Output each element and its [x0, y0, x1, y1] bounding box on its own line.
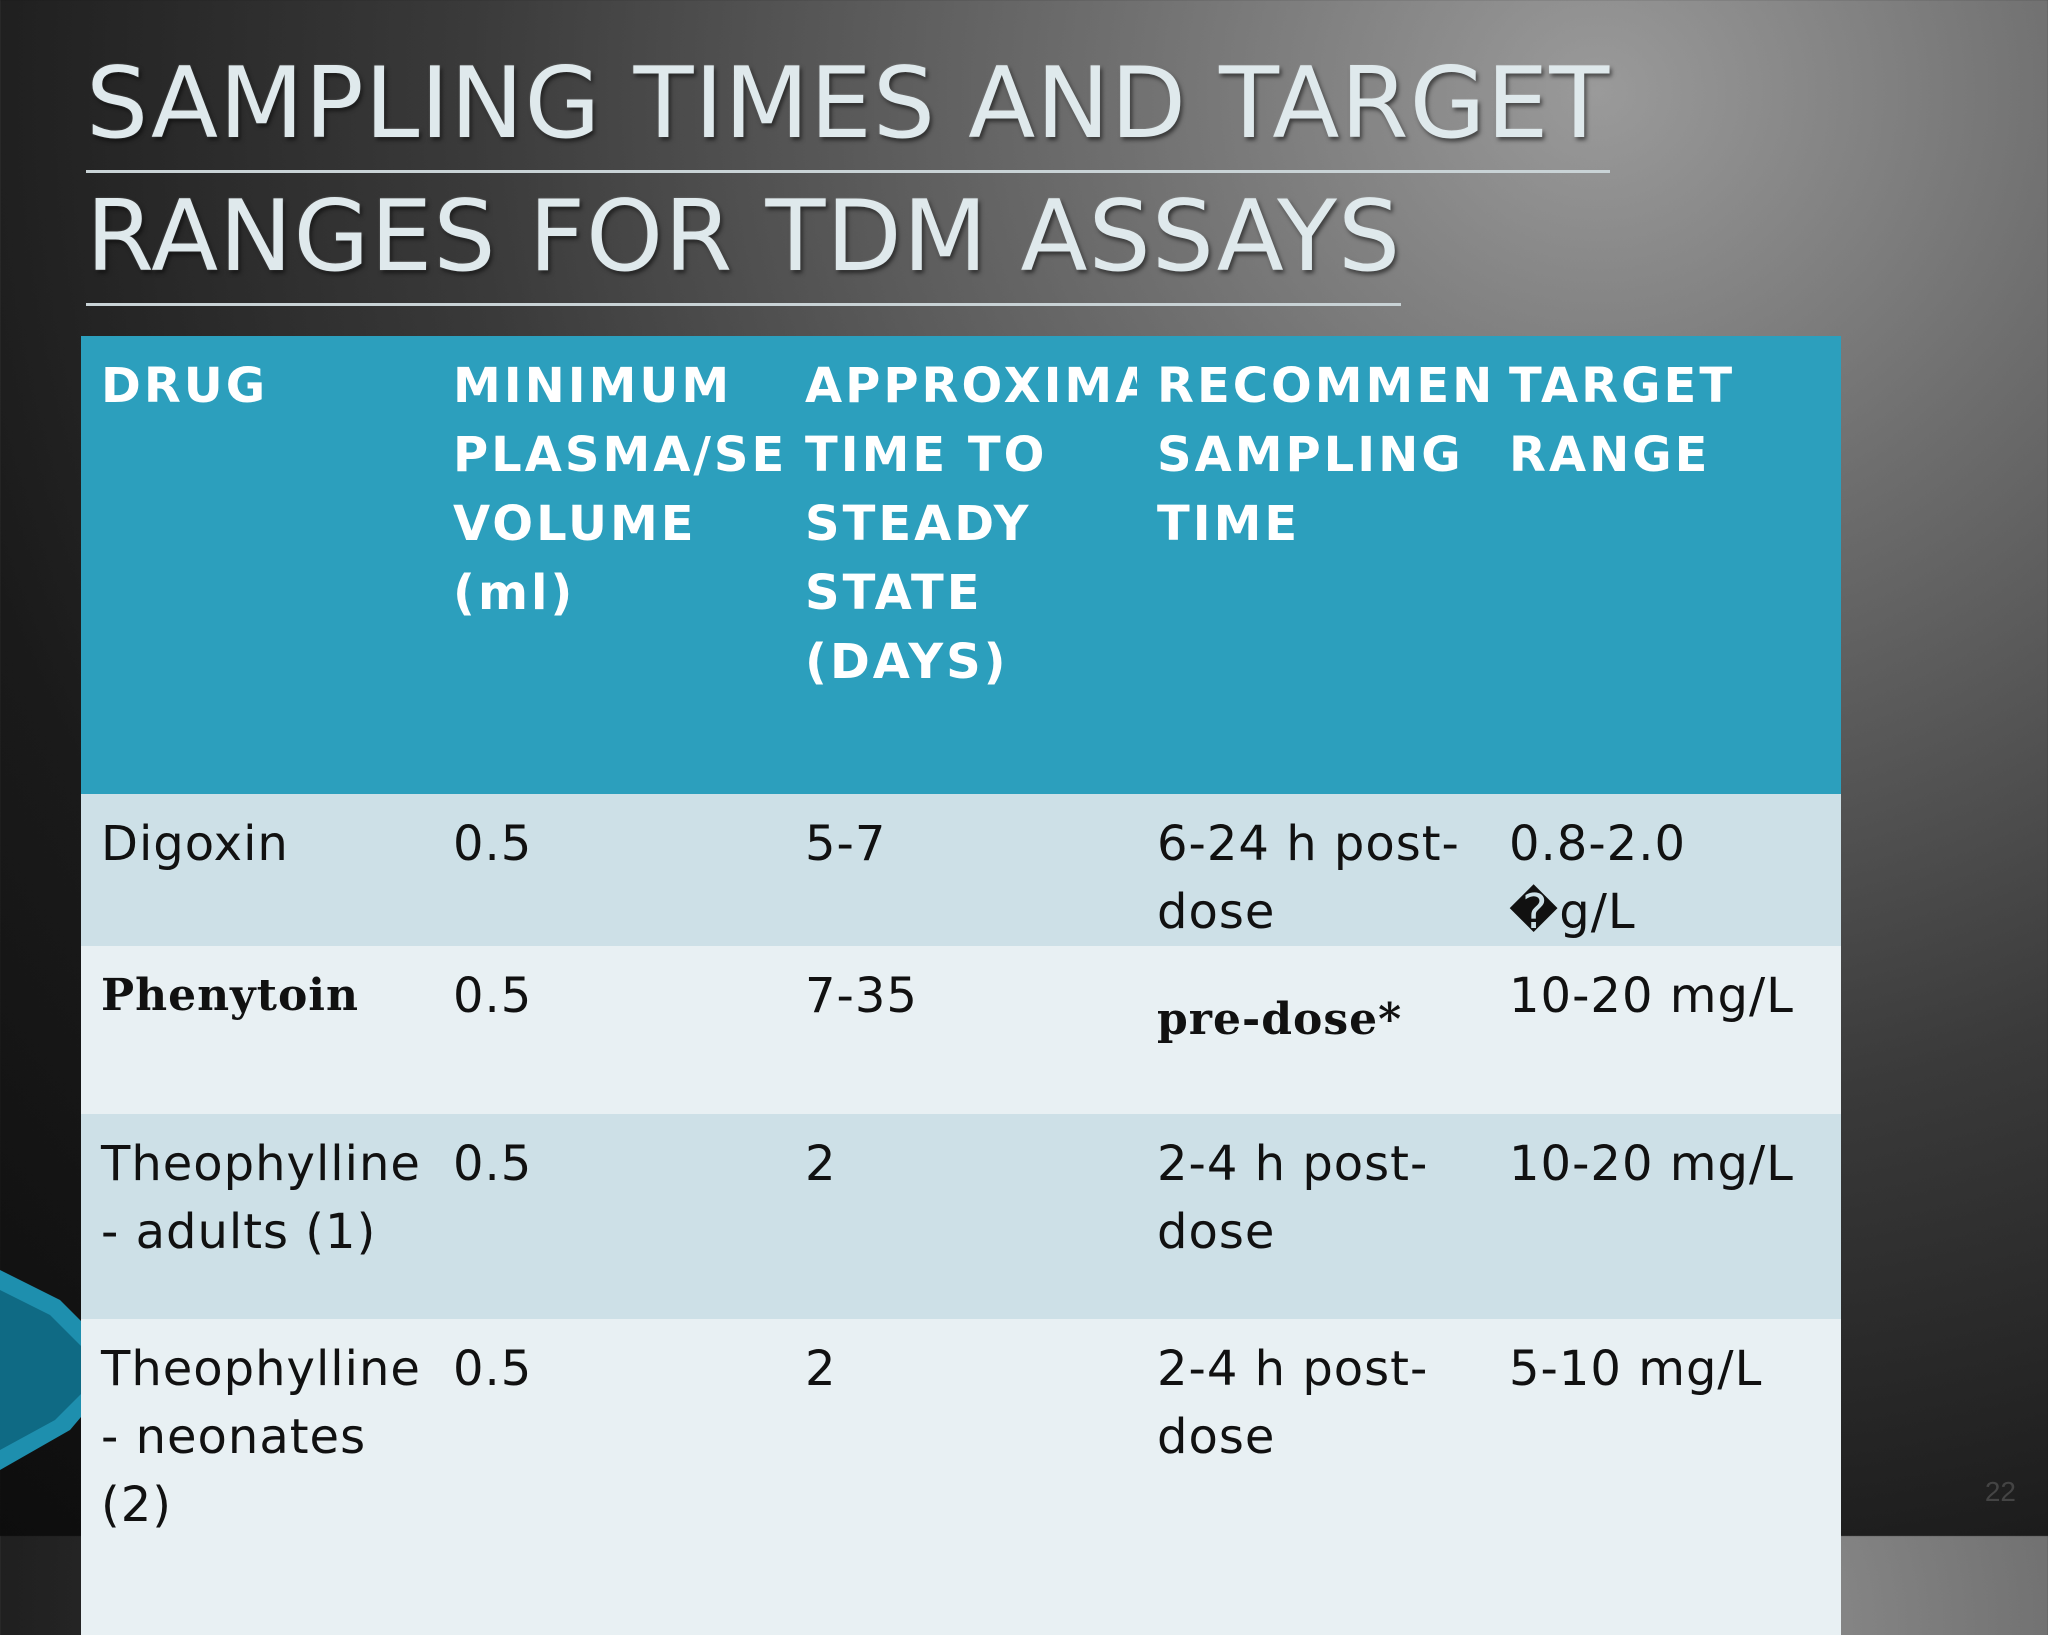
header-time-to-steady-state: APPROXIMATE TIME TO STEADY STATE (DAYS) [785, 336, 1137, 794]
title-line-1: SAMPLING TIMES AND TARGET [86, 40, 1611, 173]
table-row: Theophylline - neonates (2) 0.5 2 2-4 h … [81, 1319, 1841, 1635]
table-row: Phenytoin 0.5 7-35 pre-dose* 10-20 mg/L [81, 946, 1841, 1114]
header-target-range: TARGET RANGE [1489, 336, 1841, 794]
cell-sampling-time: 2-4 h post-dose [1137, 1319, 1489, 1635]
cell-sampling-time: 2-4 h post-dose [1137, 1114, 1489, 1319]
cell-steady-state: 2 [785, 1319, 1137, 1635]
cell-steady-state: 2 [785, 1114, 1137, 1319]
cell-volume: 0.5 [433, 946, 785, 1114]
title-line-2: RANGES FOR TDM ASSAYS [86, 173, 1402, 306]
cell-target-range: 5-10 mg/L [1489, 1319, 1841, 1635]
table-header-row: DRUG MINIMUM PLASMA/SERUM VOLUME (ml) AP… [81, 336, 1841, 794]
cell-volume: 0.5 [433, 794, 785, 946]
cell-drug: Theophylline - adults (1) [81, 1114, 433, 1319]
table-row: Digoxin 0.5 5-7 6-24 h post-dose 0.8-2.0… [81, 794, 1841, 946]
cell-target-range: 0.8-2.0 �g/L [1489, 794, 1841, 946]
decorative-wave-shape [0, 1270, 125, 1470]
cell-sampling-time: pre-dose* [1137, 946, 1489, 1114]
header-minimum-volume: MINIMUM PLASMA/SERUM VOLUME (ml) [433, 336, 785, 794]
cell-target-range: 10-20 mg/L [1489, 946, 1841, 1114]
tdm-table: DRUG MINIMUM PLASMA/SERUM VOLUME (ml) AP… [81, 336, 1841, 1635]
cell-sampling-time: 6-24 h post-dose [1137, 794, 1489, 946]
cell-steady-state: 5-7 [785, 794, 1137, 946]
cell-drug: Digoxin [81, 794, 433, 946]
cell-target-range: 10-20 mg/L [1489, 1114, 1841, 1319]
cell-volume: 0.5 [433, 1319, 785, 1635]
header-drug: DRUG [81, 336, 433, 794]
page-number: 22 [1984, 1476, 2016, 1507]
slide-title: SAMPLING TIMES AND TARGET RANGES FOR TDM… [86, 40, 1646, 306]
header-sampling-time: RECOMMENDED SAMPLING TIME [1137, 336, 1489, 794]
cell-drug: Theophylline - neonates (2) [81, 1319, 433, 1635]
cell-steady-state: 7-35 [785, 946, 1137, 1114]
cell-volume: 0.5 [433, 1114, 785, 1319]
cell-drug: Phenytoin [81, 946, 433, 1114]
table-row: Theophylline - adults (1) 0.5 2 2-4 h po… [81, 1114, 1841, 1319]
